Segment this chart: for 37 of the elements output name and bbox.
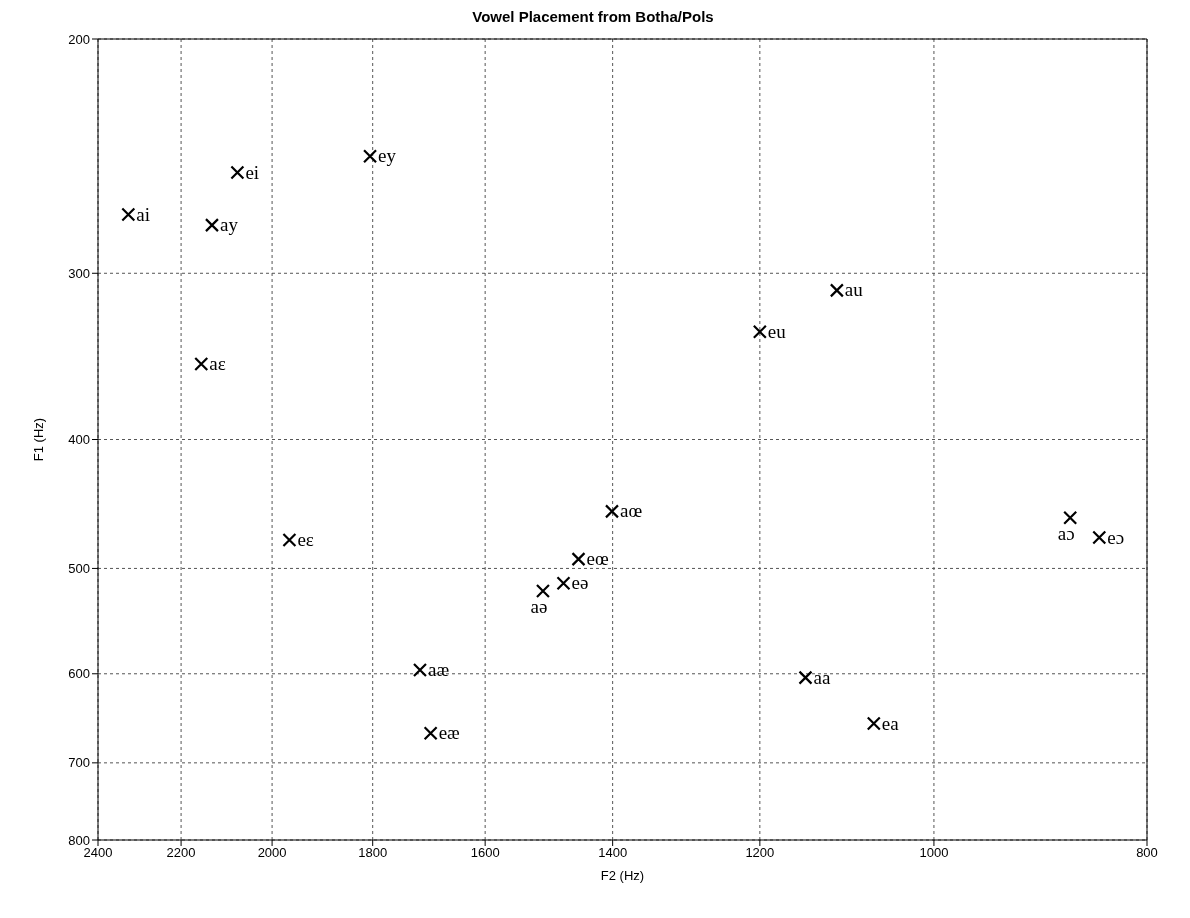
- x-tick-label: 800: [1136, 845, 1158, 861]
- x-tick-label: 1600: [470, 845, 500, 861]
- x-tick-label: 2200: [166, 845, 196, 861]
- annotation: eu: [767, 320, 787, 342]
- x-tick-label: 2000: [257, 845, 287, 861]
- annotation: aɛ: [209, 352, 226, 374]
- annotation: ai: [136, 203, 151, 225]
- y-tick-label: 300: [68, 265, 90, 281]
- annotation: aa: [813, 666, 831, 688]
- x-tick-label: 1000: [919, 845, 949, 861]
- y-tick-label: 400: [68, 432, 90, 448]
- annotation: eɔ: [1107, 526, 1125, 548]
- annotation: ea: [881, 712, 900, 734]
- annotation: eɛ: [297, 529, 314, 551]
- y-tick-label: 800: [68, 832, 90, 848]
- annotation: eœ: [586, 548, 609, 570]
- annotation: ei: [245, 161, 260, 183]
- y-tick-label: 500: [68, 561, 90, 577]
- x-tick-label: 1200: [745, 845, 775, 861]
- annotation: eæ: [438, 722, 461, 744]
- annotation: aæ: [427, 658, 450, 680]
- annotation: eə: [571, 572, 589, 594]
- chart-title: Vowel Placement from Botha/Pols: [471, 8, 715, 27]
- annotation: au: [844, 279, 864, 301]
- x-axis-title: F2 (Hz): [600, 868, 645, 883]
- annotation: ay: [219, 214, 239, 236]
- y-tick-label: 600: [68, 666, 90, 682]
- annotation: ey: [378, 145, 397, 167]
- annotation: aə: [530, 596, 548, 618]
- annotation: aɔ: [1057, 522, 1075, 544]
- x-tick-label: 1800: [358, 845, 388, 861]
- x-tick-label: 2400: [83, 845, 113, 861]
- y-tick-label: 200: [68, 31, 90, 47]
- annotation: aœ: [619, 500, 643, 522]
- x-tick-label: 1400: [598, 845, 628, 861]
- y-tick-label: 700: [68, 755, 90, 771]
- y-axis-title: F1 (Hz): [30, 417, 46, 462]
